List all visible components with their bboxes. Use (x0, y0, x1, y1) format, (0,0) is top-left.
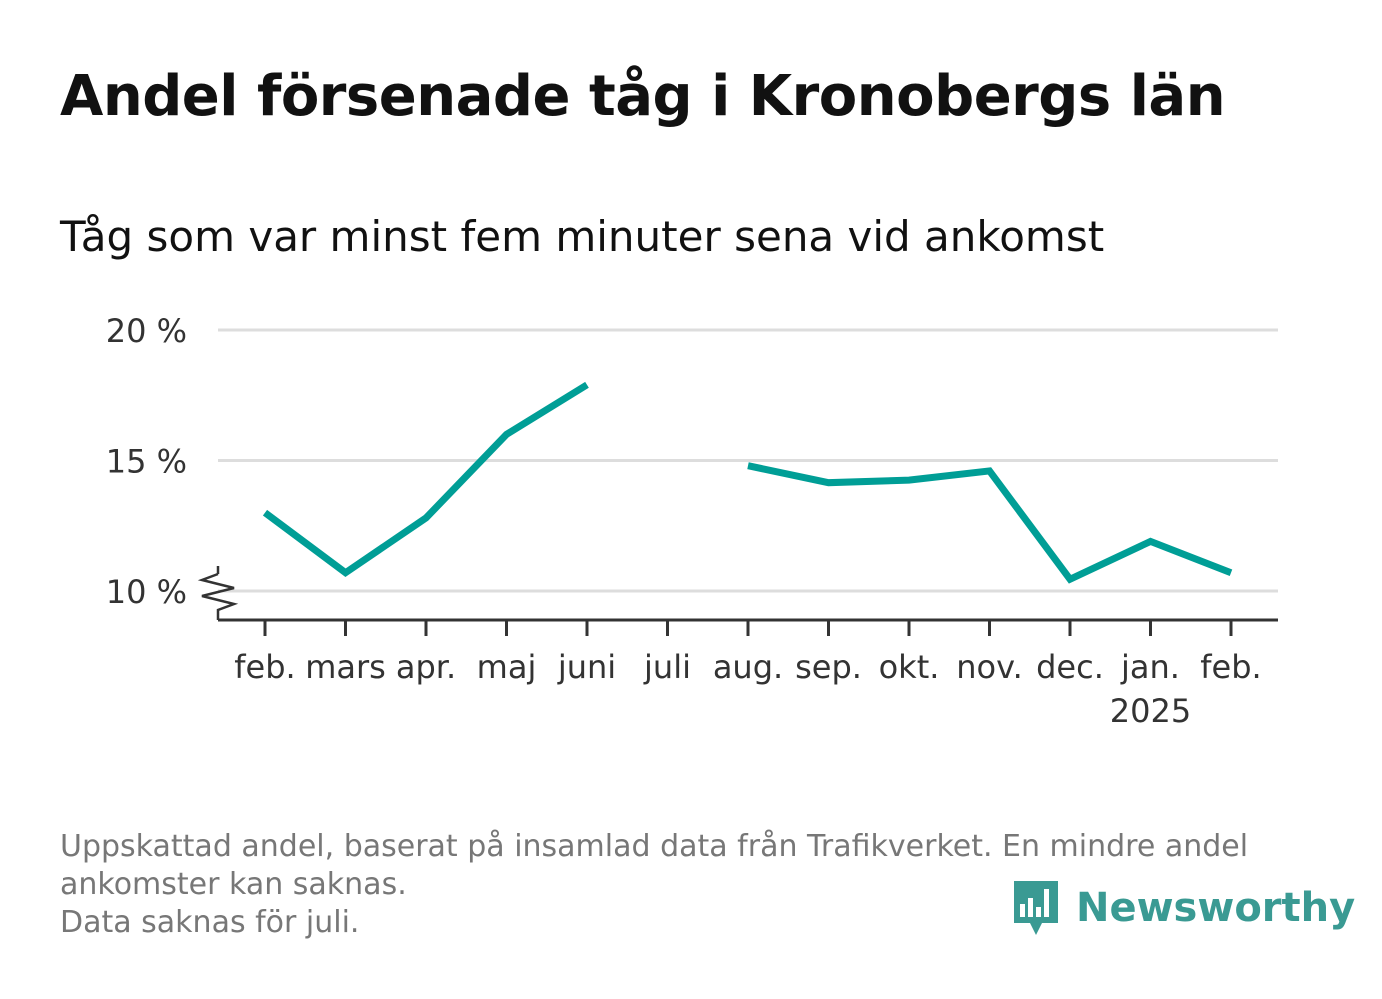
chart-subtitle: Tåg som var minst fem minuter sena vid a… (60, 212, 1105, 261)
y-axis-ticks: 10 % 15 % 20 % (106, 312, 187, 611)
series-lines (262, 381, 1233, 584)
x-year-label: 2025 (1110, 692, 1191, 730)
x-tick-label: sep. (795, 648, 862, 686)
brand-logo: Newsworthy (1010, 876, 1355, 940)
series-line-segment (262, 381, 589, 578)
y-tick-label: 10 % (106, 573, 187, 611)
y-axis-break-icon (197, 572, 239, 620)
x-tick-label: feb. (1200, 648, 1261, 686)
series-line-segment (747, 462, 1233, 584)
y-tick-label: 20 % (106, 312, 187, 350)
x-tick-label: nov. (956, 648, 1022, 686)
x-tick-label: juni (557, 648, 616, 686)
x-tick-label: aug. (713, 648, 783, 686)
x-tick-label: okt. (879, 648, 940, 686)
x-tick-label: feb. (234, 648, 295, 686)
x-axis-ticks: feb. mars apr. maj juni juli aug. sep. okt. nov. d… (234, 620, 1262, 730)
x-tick-label: mars (305, 648, 386, 686)
x-tick-label: maj (477, 648, 537, 686)
x-tick-label: dec. (1036, 648, 1104, 686)
footnote-line-2: ankomster kan saknas. (60, 867, 407, 902)
y-tick-label: 15 % (106, 443, 187, 481)
footnote-line-1: Uppskattad andel, baserat på insamlad da… (60, 829, 1249, 864)
x-axis (197, 566, 1278, 622)
footnote-line-3: Data saknas för juli. (60, 905, 360, 940)
newsworthy-chart-bubble-icon (1014, 881, 1058, 935)
gridlines (218, 328, 1278, 593)
x-tick-label: juli (643, 648, 691, 686)
chart-title: Andel försenade tåg i Kronobergs län (60, 64, 1226, 129)
brand-name: Newsworthy (1076, 885, 1356, 931)
x-tick-label: apr. (396, 648, 456, 686)
footnote: Uppskattad andel, baserat på insamlad da… (60, 828, 1310, 942)
x-tick-label: jan. (1120, 648, 1180, 686)
